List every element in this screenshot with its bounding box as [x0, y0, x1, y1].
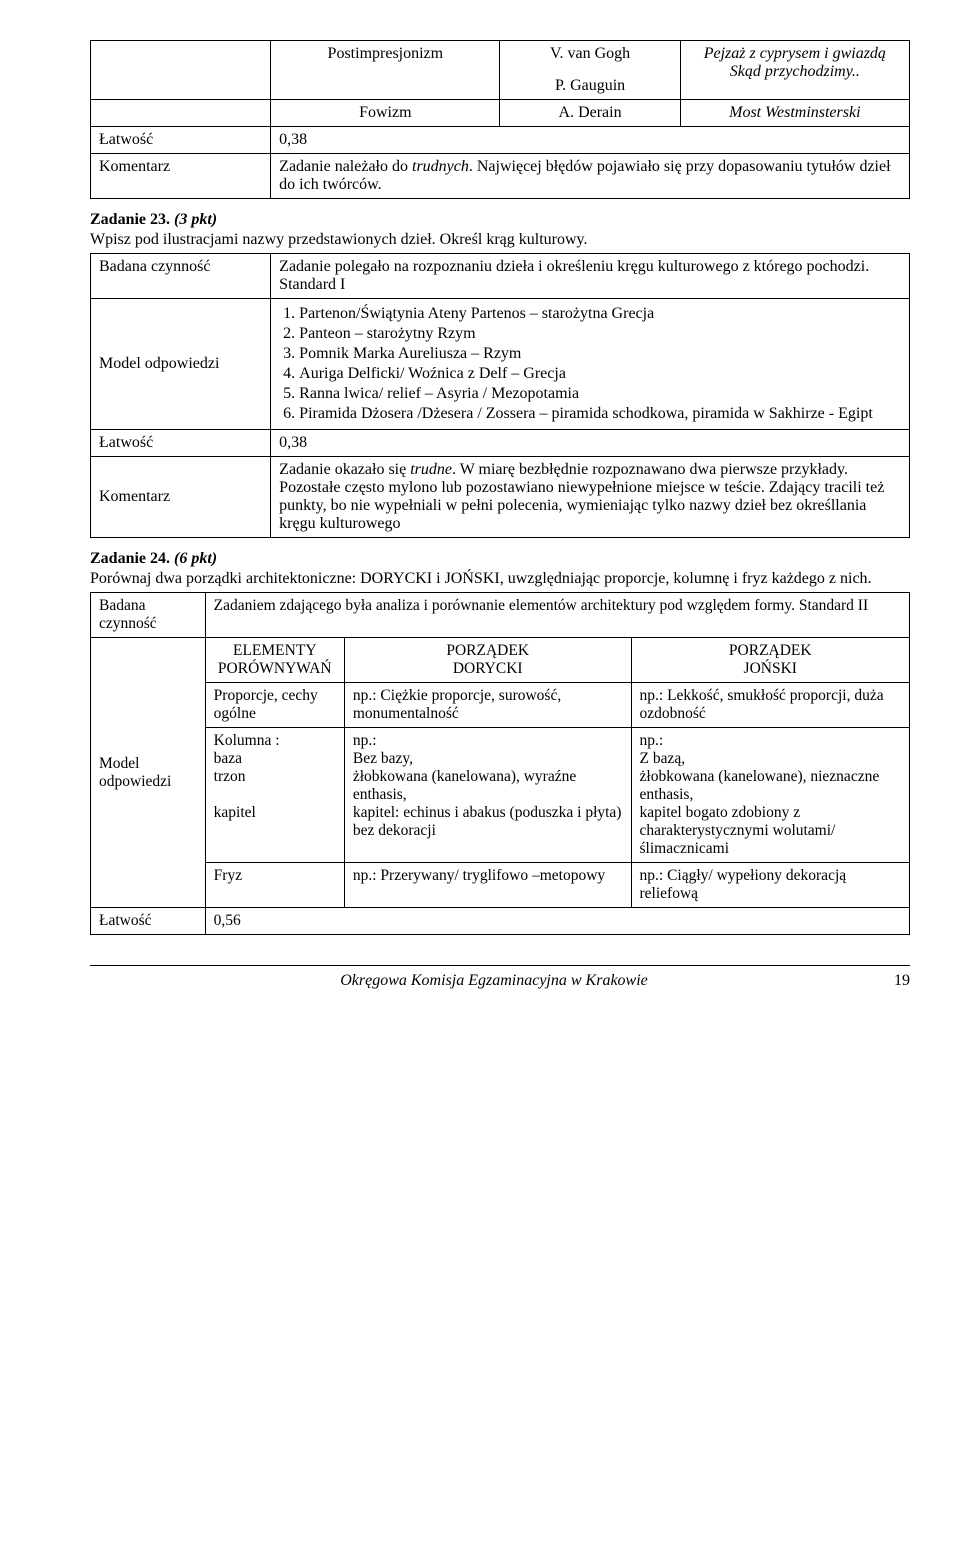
line: Z bazą, [640, 750, 901, 768]
line: kapitel [214, 804, 336, 822]
model-item: Panteon – starożytny Rzym [299, 325, 901, 343]
cell-kolumna: Kolumna : baza trzon kapitel [205, 728, 344, 863]
model-item: Piramida Dżosera /Dżesera / Zossera – pi… [299, 405, 901, 423]
task24-desc: Porównaj dwa porządki architektoniczne: … [90, 570, 910, 588]
line: np.: [353, 732, 623, 750]
latwosc-value: 0,56 [205, 908, 909, 935]
cell-movement: Fowizm [271, 100, 500, 127]
line: Kolumna : [214, 732, 336, 750]
komentarz-text: Zadanie okazało się [279, 461, 410, 478]
komentarz-cell: Zadanie należało do trudnych. Najwięcej … [271, 154, 910, 199]
page-footer: . Okręgowa Komisja Egzaminacyjna w Krako… [90, 965, 910, 990]
page-number: 19 [894, 972, 910, 990]
line: Bez bazy, [353, 750, 623, 768]
cell-dorycki: np.: Ciężkie proporcje, surowość, monume… [344, 683, 631, 728]
komentarz-text: Zadanie należało do [279, 158, 412, 175]
latwosc-label: Łatwość [91, 430, 271, 457]
komentarz-italic: trudnych [412, 158, 469, 175]
model-item: Auriga Delficki/ Woźnica z Delf – Grecja [299, 365, 901, 383]
hdr-line: JOŃSKI [640, 660, 901, 678]
cell-fryz: Fryz [205, 863, 344, 908]
line: baza [214, 750, 336, 768]
komentarz-label: Komentarz [91, 457, 271, 538]
cell-proportions: Proporcje, cechy ogólne [205, 683, 344, 728]
hdr-line: PORÓWNYWAŃ [214, 660, 336, 678]
table-task24: Badana czynność Zadaniem zdającego była … [90, 592, 910, 935]
badana-text: Zadaniem zdającego była analiza i porówn… [205, 593, 909, 638]
cell-artist: A. Derain [500, 100, 680, 127]
komentarz-label: Komentarz [91, 154, 271, 199]
line: kapitel bogato zdobiony z charakterystyc… [640, 804, 901, 858]
line: np.: [640, 732, 901, 750]
model-cell: Partenon/Świątynia Ateny Partenos – star… [271, 299, 910, 430]
line: żłobkowana (kanelowane), nieznaczne enth… [640, 768, 901, 804]
work-line: Pejzaż z cyprysem i gwiazdą [689, 45, 901, 63]
komentarz-italic: trudne [410, 461, 452, 478]
model-label: Model odpowiedzi [91, 638, 206, 908]
col-header-jonski: PORZĄDEK JOŃSKI [631, 638, 909, 683]
task23-desc: Wpisz pod ilustracjami nazwy przedstawio… [90, 231, 910, 249]
work-line: Skąd przychodzimy.. [689, 63, 901, 81]
latwosc-label: Łatwość [91, 908, 206, 935]
model-item: Partenon/Świątynia Ateny Partenos – star… [299, 305, 901, 323]
task23-pts: (3 pkt) [174, 211, 217, 228]
artist-line: V. van Gogh [508, 45, 671, 63]
artist-line: P. Gauguin [508, 77, 671, 95]
line-spacer [214, 786, 336, 804]
hdr-line: PORZĄDEK [640, 642, 901, 660]
cell-jonski: np.: Ciągły/ wypełiony dekoracją reliefo… [631, 863, 909, 908]
model-item: Pomnik Marka Aureliusza – Rzym [299, 345, 901, 363]
hdr-line: PORZĄDEK [353, 642, 623, 660]
cell-jonski: np.: Z bazą, żłobkowana (kanelowane), ni… [631, 728, 909, 863]
task24-label: Zadanie 24. [90, 550, 174, 567]
footer-text: Okręgowa Komisja Egzaminacyjna w Krakowi… [340, 972, 648, 990]
badana-label: Badana czynność [91, 254, 271, 299]
latwosc-value: 0,38 [271, 430, 910, 457]
task23-label: Zadanie 23. [90, 211, 174, 228]
cell-artists: V. van Gogh P. Gauguin [500, 41, 680, 100]
badana-text: Zadanie polegało na rozpoznaniu dzieła i… [271, 254, 910, 299]
komentarz-cell: Zadanie okazało się trudne. W miarę bezb… [271, 457, 910, 538]
hdr-line: ELEMENTY [214, 642, 336, 660]
cell-blank [91, 100, 271, 127]
badana-label: Badana czynność [91, 593, 206, 638]
col-header-dorycki: PORZĄDEK DORYCKI [344, 638, 631, 683]
table-task23: Badana czynność Zadanie polegało na rozp… [90, 253, 910, 538]
model-list: Partenon/Świątynia Ateny Partenos – star… [279, 305, 901, 423]
model-label: Model odpowiedzi [91, 299, 271, 430]
cell-dorycki: np.: Przerywany/ tryglifowo –metopowy [344, 863, 631, 908]
cell-dorycki: np.: Bez bazy, żłobkowana (kanelowana), … [344, 728, 631, 863]
model-item: Ranna lwica/ relief – Asyria / Mezopotam… [299, 385, 901, 403]
cell-jonski: np.: Lekkość, smukłość proporcji, duża o… [631, 683, 909, 728]
task23-heading: Zadanie 23. (3 pkt) [90, 211, 910, 229]
table-art-movements: Postimpresjonizm V. van Gogh P. Gauguin … [90, 40, 910, 199]
task24-heading: Zadanie 24. (6 pkt) [90, 550, 910, 568]
latwosc-label: Łatwość [91, 127, 271, 154]
cell-movement: Postimpresjonizm [271, 41, 500, 100]
cell-works: Pejzaż z cyprysem i gwiazdą Skąd przycho… [680, 41, 909, 100]
cell-work: Most Westminsterski [680, 100, 909, 127]
task24-pts: (6 pkt) [174, 550, 217, 567]
line: żłobkowana (kanelowana), wyraźne enthasi… [353, 768, 623, 804]
hdr-line: DORYCKI [353, 660, 623, 678]
latwosc-value: 0,38 [271, 127, 910, 154]
col-header-elements: ELEMENTY PORÓWNYWAŃ [205, 638, 344, 683]
line: trzon [214, 768, 336, 786]
cell-blank [91, 41, 271, 100]
line: kapitel: echinus i abakus (poduszka i pł… [353, 804, 623, 840]
